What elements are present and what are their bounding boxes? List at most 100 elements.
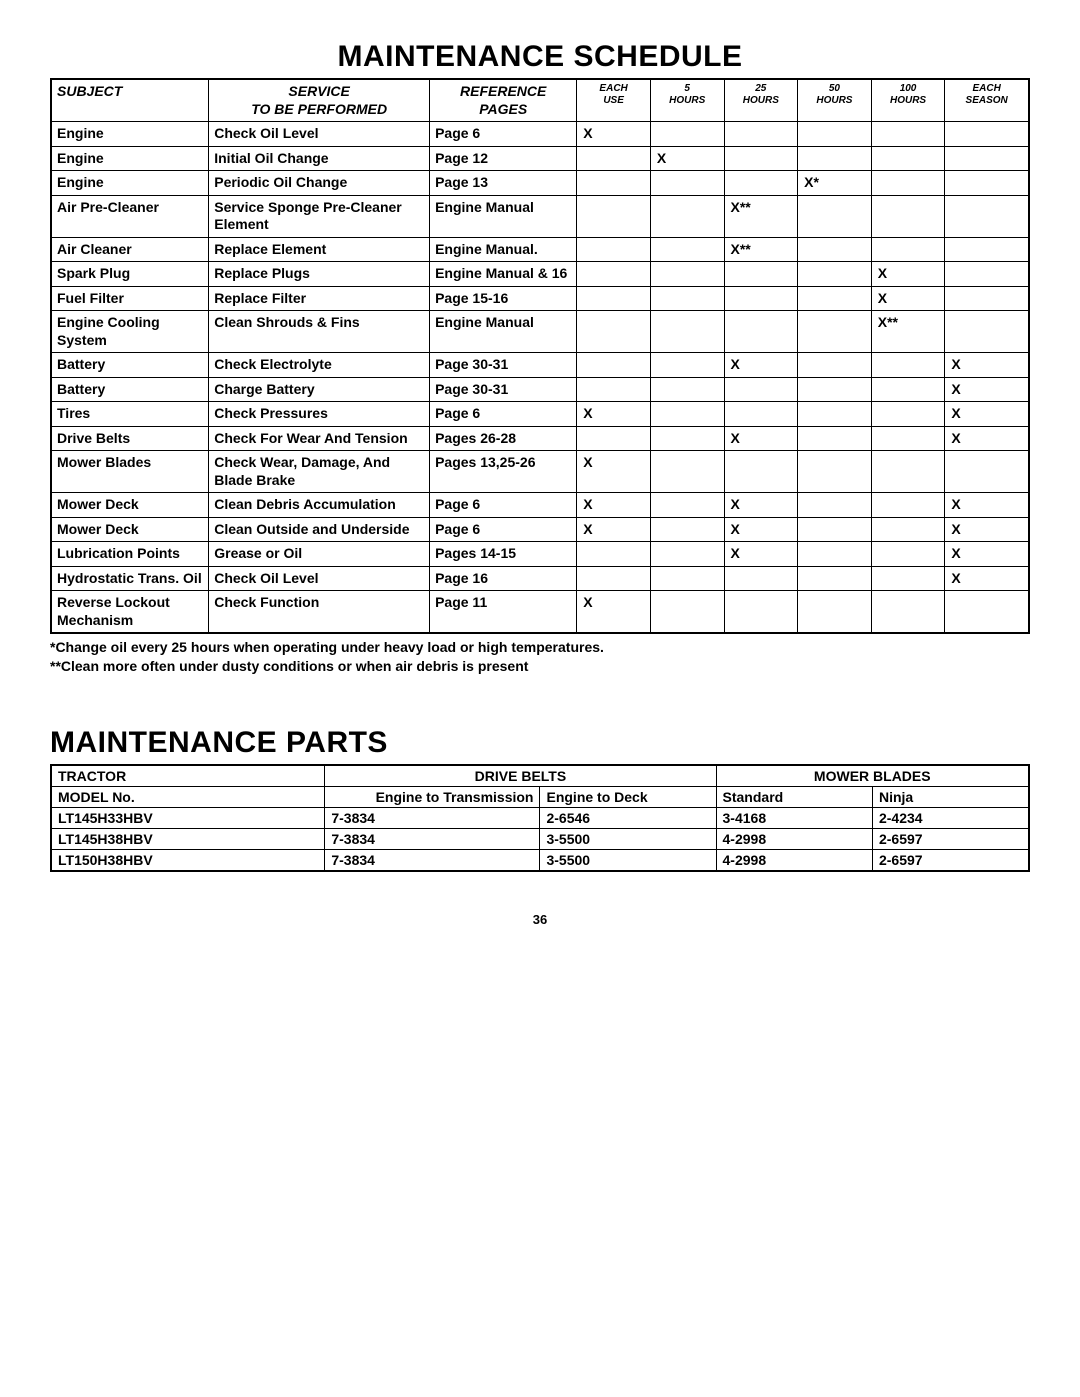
schedule-cell bbox=[871, 566, 945, 591]
schedule-cell bbox=[650, 195, 724, 237]
parts-body: LT145H33HBV7-38342-65463-41682-4234LT145… bbox=[51, 807, 1029, 871]
schedule-cell: Check For Wear And Tension bbox=[209, 426, 430, 451]
schedule-cell bbox=[650, 262, 724, 287]
schedule-cell: Check Function bbox=[209, 591, 430, 634]
schedule-cell: X bbox=[945, 402, 1029, 427]
schedule-cell: Page 6 bbox=[430, 493, 577, 518]
schedule-cell: Page 30-31 bbox=[430, 377, 577, 402]
schedule-row: Air Pre-CleanerService Sponge Pre-Cleane… bbox=[51, 195, 1029, 237]
schedule-cell bbox=[650, 566, 724, 591]
schedule-cell: Engine Manual. bbox=[430, 237, 577, 262]
schedule-cell bbox=[724, 262, 798, 287]
parts-cell: 7-3834 bbox=[325, 849, 540, 871]
schedule-cell bbox=[798, 402, 872, 427]
page-number: 36 bbox=[50, 912, 1030, 927]
schedule-cell: Battery bbox=[51, 377, 209, 402]
schedule-cell: X bbox=[945, 566, 1029, 591]
schedule-cell bbox=[798, 566, 872, 591]
schedule-cell bbox=[724, 591, 798, 634]
parts-cell: LT145H33HBV bbox=[51, 807, 325, 828]
parts-cell: 4-2998 bbox=[716, 828, 872, 849]
schedule-cell: Engine Cooling System bbox=[51, 311, 209, 353]
schedule-cell bbox=[871, 542, 945, 567]
schedule-cell: Check Electrolyte bbox=[209, 353, 430, 378]
schedule-cell bbox=[724, 122, 798, 147]
schedule-cell bbox=[724, 377, 798, 402]
schedule-cell: Mower Blades bbox=[51, 451, 209, 493]
schedule-cell bbox=[798, 542, 872, 567]
schedule-cell: X bbox=[577, 122, 651, 147]
schedule-cell bbox=[724, 566, 798, 591]
schedule-cell bbox=[798, 451, 872, 493]
schedule-cell bbox=[650, 122, 724, 147]
schedule-cell: X bbox=[945, 493, 1029, 518]
schedule-cell: Pages 14-15 bbox=[430, 542, 577, 567]
schedule-cell: X bbox=[945, 377, 1029, 402]
schedule-cell bbox=[798, 237, 872, 262]
schedule-cell bbox=[798, 262, 872, 287]
schedule-cell bbox=[871, 451, 945, 493]
parts-cell: 3-5500 bbox=[540, 849, 716, 871]
schedule-row: BatteryCheck ElectrolytePage 30-31XX bbox=[51, 353, 1029, 378]
parts-header-row-2: MODEL No. Engine to Transmission Engine … bbox=[51, 786, 1029, 807]
schedule-cell bbox=[650, 517, 724, 542]
schedule-cell: Page 30-31 bbox=[430, 353, 577, 378]
schedule-cell bbox=[577, 195, 651, 237]
schedule-cell bbox=[871, 426, 945, 451]
schedule-cell bbox=[945, 237, 1029, 262]
schedule-cell: X bbox=[871, 286, 945, 311]
maintenance-parts-table: TRACTOR DRIVE BELTS MOWER BLADES MODEL N… bbox=[50, 764, 1030, 872]
schedule-cell bbox=[871, 195, 945, 237]
schedule-cell bbox=[577, 171, 651, 196]
schedule-cell bbox=[945, 146, 1029, 171]
schedule-cell: Engine bbox=[51, 171, 209, 196]
parts-row: LT150H38HBV7-38343-55004-29982-6597 bbox=[51, 849, 1029, 871]
col-100-hours: 100HOURS bbox=[871, 79, 945, 122]
schedule-cell: Page 6 bbox=[430, 122, 577, 147]
schedule-cell bbox=[798, 195, 872, 237]
schedule-cell bbox=[577, 353, 651, 378]
schedule-cell bbox=[871, 493, 945, 518]
schedule-cell: Page 11 bbox=[430, 591, 577, 634]
schedule-cell bbox=[945, 171, 1029, 196]
schedule-cell: Clean Outside and Underside bbox=[209, 517, 430, 542]
schedule-row: Drive BeltsCheck For Wear And TensionPag… bbox=[51, 426, 1029, 451]
schedule-cell bbox=[650, 171, 724, 196]
schedule-cell: Spark Plug bbox=[51, 262, 209, 287]
parts-cell: 2-6597 bbox=[872, 828, 1029, 849]
schedule-cell bbox=[945, 286, 1029, 311]
schedule-row: Fuel FilterReplace FilterPage 15-16X bbox=[51, 286, 1029, 311]
schedule-cell: Drive Belts bbox=[51, 426, 209, 451]
schedule-cell bbox=[577, 542, 651, 567]
schedule-cell bbox=[871, 171, 945, 196]
schedule-cell: Check Oil Level bbox=[209, 566, 430, 591]
col-50-hours: 50HOURS bbox=[798, 79, 872, 122]
schedule-cell: X bbox=[945, 542, 1029, 567]
parts-col-eng-deck: Engine to Deck bbox=[540, 786, 716, 807]
schedule-cell bbox=[724, 171, 798, 196]
schedule-row: Mower DeckClean Outside and UndersidePag… bbox=[51, 517, 1029, 542]
schedule-cell bbox=[798, 493, 872, 518]
parts-col-ninja: Ninja bbox=[872, 786, 1029, 807]
schedule-header-row: SUBJECT SERVICETO BE PERFORMED REFERENCE… bbox=[51, 79, 1029, 122]
col-5-hours: 5HOURS bbox=[650, 79, 724, 122]
schedule-cell: Air Pre-Cleaner bbox=[51, 195, 209, 237]
schedule-cell: Charge Battery bbox=[209, 377, 430, 402]
schedule-cell: X bbox=[724, 493, 798, 518]
schedule-cell: X* bbox=[798, 171, 872, 196]
schedule-cell bbox=[945, 451, 1029, 493]
schedule-cell bbox=[650, 353, 724, 378]
schedule-cell: X bbox=[577, 517, 651, 542]
parts-cell: 3-5500 bbox=[540, 828, 716, 849]
schedule-row: Mower DeckClean Debris AccumulationPage … bbox=[51, 493, 1029, 518]
schedule-cell bbox=[724, 286, 798, 311]
schedule-cell: X bbox=[577, 493, 651, 518]
schedule-cell bbox=[650, 426, 724, 451]
note-1: *Change oil every 25 hours when operatin… bbox=[50, 638, 1030, 657]
schedule-cell: Initial Oil Change bbox=[209, 146, 430, 171]
schedule-cell bbox=[871, 353, 945, 378]
col-service: SERVICETO BE PERFORMED bbox=[209, 79, 430, 122]
parts-row: LT145H38HBV7-38343-55004-29982-6597 bbox=[51, 828, 1029, 849]
schedule-cell bbox=[650, 286, 724, 311]
parts-col-tractor: TRACTOR bbox=[51, 765, 325, 787]
